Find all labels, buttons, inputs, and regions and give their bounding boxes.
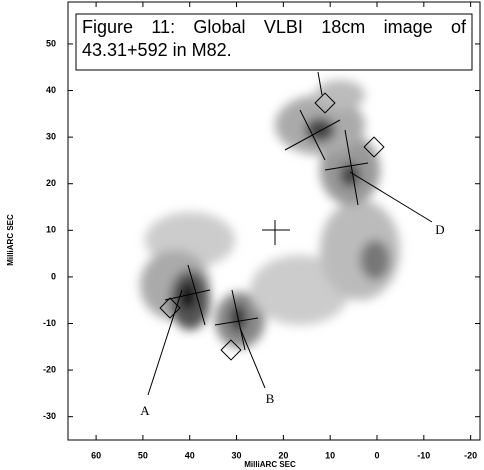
caption-box: [75, 13, 473, 71]
y-tick-label: 20: [46, 178, 56, 188]
y-tick-label: 10: [46, 225, 56, 235]
y-tick-label: -10: [43, 318, 56, 328]
x-axis-label: MilliARC SEC: [244, 460, 296, 469]
annotation: D: [435, 222, 444, 237]
x-tick-label: 50: [138, 450, 148, 460]
caption-text: Figure 11: Global VLBI 18cm image of 43.…: [82, 17, 466, 60]
y-tick-label: 30: [46, 132, 56, 142]
x-tick-label: 0: [374, 450, 379, 460]
caption: Figure 11: Global VLBI 18cm image of 43.…: [82, 17, 466, 60]
y-tick-label: -20: [43, 364, 56, 374]
x-tick-label: -10: [417, 450, 430, 460]
x-tick-label: 60: [91, 450, 101, 460]
plot-frame: [67, 1, 481, 441]
y-tick-label: 40: [46, 85, 56, 95]
radio-image: [140, 80, 400, 348]
x-tick-label: 10: [325, 450, 335, 460]
x-tick-label: -20: [464, 450, 477, 460]
x-tick-label: 40: [185, 450, 195, 460]
annotation: A: [140, 403, 150, 418]
y-axis-label: MilliARC SEC: [6, 214, 15, 266]
y-tick-label: 0: [51, 271, 56, 281]
annotation: B: [266, 391, 275, 406]
markers: [147, 71, 433, 396]
y-tick-label: -30: [43, 411, 56, 421]
y-tick-label: 50: [46, 38, 56, 48]
x-tick-label: 30: [232, 450, 242, 460]
x-tick-label: 20: [278, 450, 288, 460]
